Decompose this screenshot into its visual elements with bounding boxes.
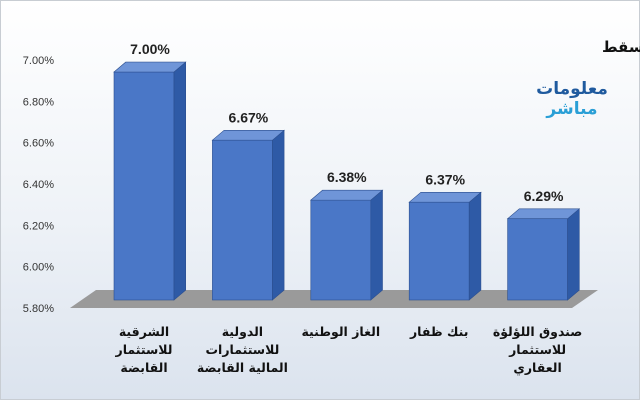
data-label: 6.29% (524, 188, 564, 204)
category-label: الغاز الوطنية (301, 324, 380, 339)
bar-side (173, 61, 186, 301)
logo-line-2: مباشر (545, 99, 597, 119)
y-tick-label: 5.80% (23, 303, 54, 315)
bar-top (309, 189, 384, 201)
logo-line-1: معلومات (536, 79, 608, 99)
bar-top (113, 61, 187, 73)
bars (113, 61, 581, 301)
chart-title: أكثر 5 أسهم رابحة ببورصة مسقط (602, 37, 640, 56)
bar-front (408, 201, 470, 301)
bar-front (113, 71, 175, 301)
bar-top (408, 192, 482, 203)
bar-side (567, 208, 580, 301)
category-label: الشرقية للاستثمار القابضة (115, 324, 173, 375)
data-label: 6.67% (229, 109, 269, 125)
y-axis: 5.80% 6.00% 6.20% 6.40% 6.60% 6.80% 7.00% (23, 55, 54, 315)
bar-front (507, 218, 568, 301)
data-labels: 7.00% 6.67% 6.38% 6.37% 6.29% (130, 41, 564, 204)
bar (309, 189, 384, 301)
bar-side (272, 129, 285, 301)
y-tick-label: 6.00% (23, 262, 54, 274)
bar-side (468, 191, 482, 301)
y-tick-label: 6.60% (23, 138, 54, 150)
data-label: 6.37% (425, 171, 465, 187)
bar-side (370, 189, 383, 301)
y-tick-label: 7.00% (23, 55, 54, 67)
category-label: الدولية للاستثمارات المالية القابضة (197, 324, 288, 375)
bar-front (212, 139, 273, 301)
category-labels: الشرقية للاستثمار القابضة الدولية للاستثمارا… (115, 324, 583, 375)
bar-top (506, 208, 581, 220)
bar-front (310, 199, 372, 301)
category-label: بنك ظفار (409, 324, 468, 339)
y-tick-label: 6.20% (23, 220, 54, 232)
bar (506, 208, 581, 301)
data-label: 6.38% (327, 169, 367, 185)
category-label: صندوق اللؤلؤة للاستثمار العقاري (493, 324, 583, 375)
y-tick-label: 6.80% (23, 96, 54, 108)
brand-logo: معلومات مباشر (536, 79, 608, 119)
bar (211, 129, 285, 301)
bar (408, 191, 482, 301)
bar-top (211, 130, 285, 141)
bar (113, 61, 187, 301)
y-tick-label: 6.40% (23, 179, 54, 191)
data-label: 7.00% (130, 41, 170, 57)
